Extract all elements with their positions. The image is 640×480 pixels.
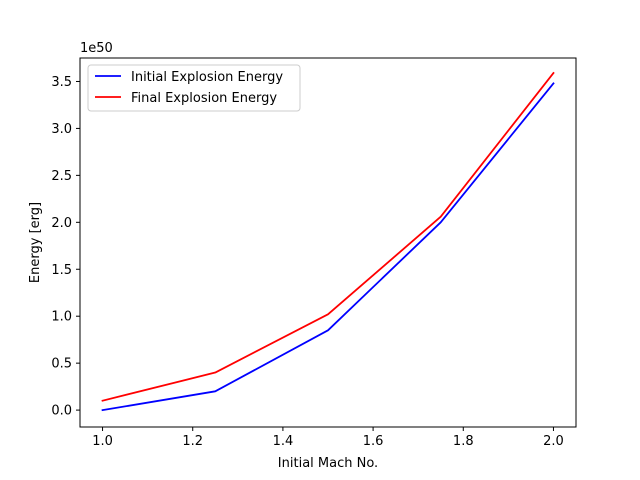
y-tick-label: 3.0 <box>51 122 72 137</box>
legend-label: Final Explosion Energy <box>131 91 277 106</box>
x-tick-label: 2.0 <box>543 434 564 449</box>
y-tick-label: 2.0 <box>51 216 72 231</box>
plot-frame <box>79 57 577 428</box>
x-tick-label: 1.8 <box>453 434 474 449</box>
plot-area <box>80 58 576 427</box>
series-layer <box>101 71 555 412</box>
series-line-initial-energy <box>101 82 555 412</box>
y-tick-label: 1.5 <box>51 263 72 278</box>
y-axis: 0.0 0.5 1.0 1.5 2.0 2.5 3.0 3.5 <box>51 75 80 419</box>
x-tick-label: 1.0 <box>92 434 113 449</box>
series-line-final-energy <box>101 71 555 402</box>
x-tick-label: 1.6 <box>363 434 384 449</box>
x-tick-label: 1.2 <box>182 434 203 449</box>
x-axis: 1.0 1.2 1.4 1.6 1.8 2.0 <box>92 427 564 449</box>
y-tick-label: 2.5 <box>51 169 72 184</box>
legend-label: Initial Explosion Energy <box>131 70 283 85</box>
x-tick-label: 1.4 <box>273 434 294 449</box>
legend: Initial Explosion Energy Final Explosion … <box>87 64 301 112</box>
x-axis-label: Initial Mach No. <box>278 456 378 471</box>
y-tick-label: 1.0 <box>51 310 72 325</box>
y-tick-label: 3.5 <box>51 75 72 90</box>
y-offset-label: 1e50 <box>80 41 113 56</box>
y-tick-label: 0.0 <box>51 404 72 419</box>
y-axis-label: Energy [erg] <box>28 202 43 283</box>
y-tick-label: 0.5 <box>51 357 72 372</box>
legend-box <box>87 64 301 112</box>
